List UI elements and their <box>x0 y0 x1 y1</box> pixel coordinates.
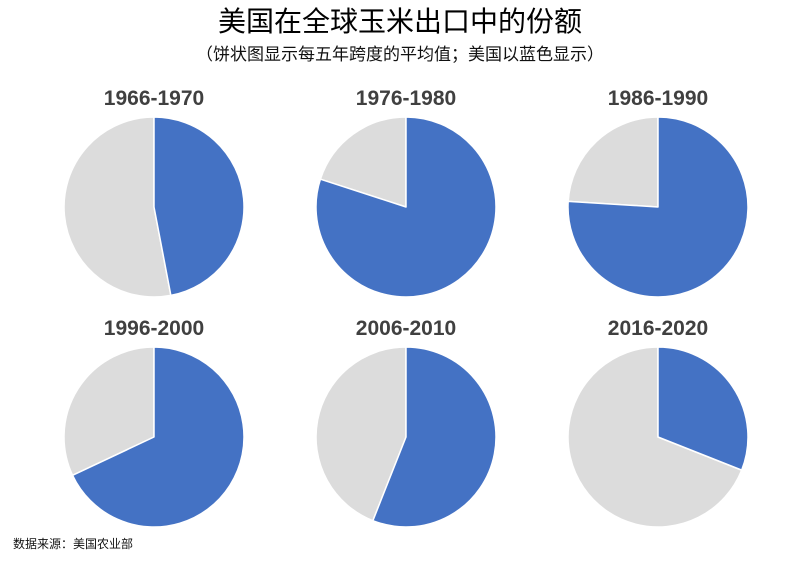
pie-slice-us <box>71 346 245 528</box>
chart-title: 美国在全球玉米出口中的份额 <box>217 5 582 38</box>
pie-slice-us <box>657 346 749 471</box>
data-source-note: 数据来源：美国农业部 <box>13 537 134 551</box>
pie-label: 1996-2000 <box>103 317 205 340</box>
pie-chart <box>63 346 245 528</box>
pie-slice-rest-of-world <box>63 116 172 298</box>
pie-slice-us <box>567 116 749 298</box>
pie-panel-1986-1990: 1986-1990 <box>538 85 778 317</box>
pie-slice-us <box>153 116 245 297</box>
pie-slice-rest-of-world <box>319 116 407 208</box>
pie-label: 1966-1970 <box>103 87 205 110</box>
pie-slice-us <box>372 346 497 528</box>
pie-chart <box>63 116 245 298</box>
pie-panel-1966-1970: 1966-1970 <box>34 85 274 317</box>
pie-panel-1976-1980: 1976-1980 <box>286 85 526 317</box>
pie-slice-rest-of-world <box>567 116 659 208</box>
pie-chart <box>567 116 749 298</box>
pie-slice-rest-of-world <box>567 346 743 528</box>
pie-slice-rest-of-world <box>63 346 155 477</box>
pie-chart <box>315 116 497 298</box>
pie-panel-1996-2000: 1996-2000 <box>34 315 274 547</box>
pie-slice-us <box>315 116 497 298</box>
pie-slice-rest-of-world <box>315 346 407 522</box>
pie-chart <box>315 346 497 528</box>
pie-label: 2016-2020 <box>607 317 709 340</box>
pie-panel-2016-2020: 2016-2020 <box>538 315 778 547</box>
pie-label: 1976-1980 <box>355 87 457 110</box>
pie-label: 2006-2010 <box>355 317 457 340</box>
pie-label: 1986-1990 <box>607 87 709 110</box>
pie-chart <box>567 346 749 528</box>
chart-subtitle: （饼状图显示每五年跨度的平均值；美国以蓝色显示） <box>196 45 604 65</box>
pie-panel-2006-2010: 2006-2010 <box>286 315 526 547</box>
